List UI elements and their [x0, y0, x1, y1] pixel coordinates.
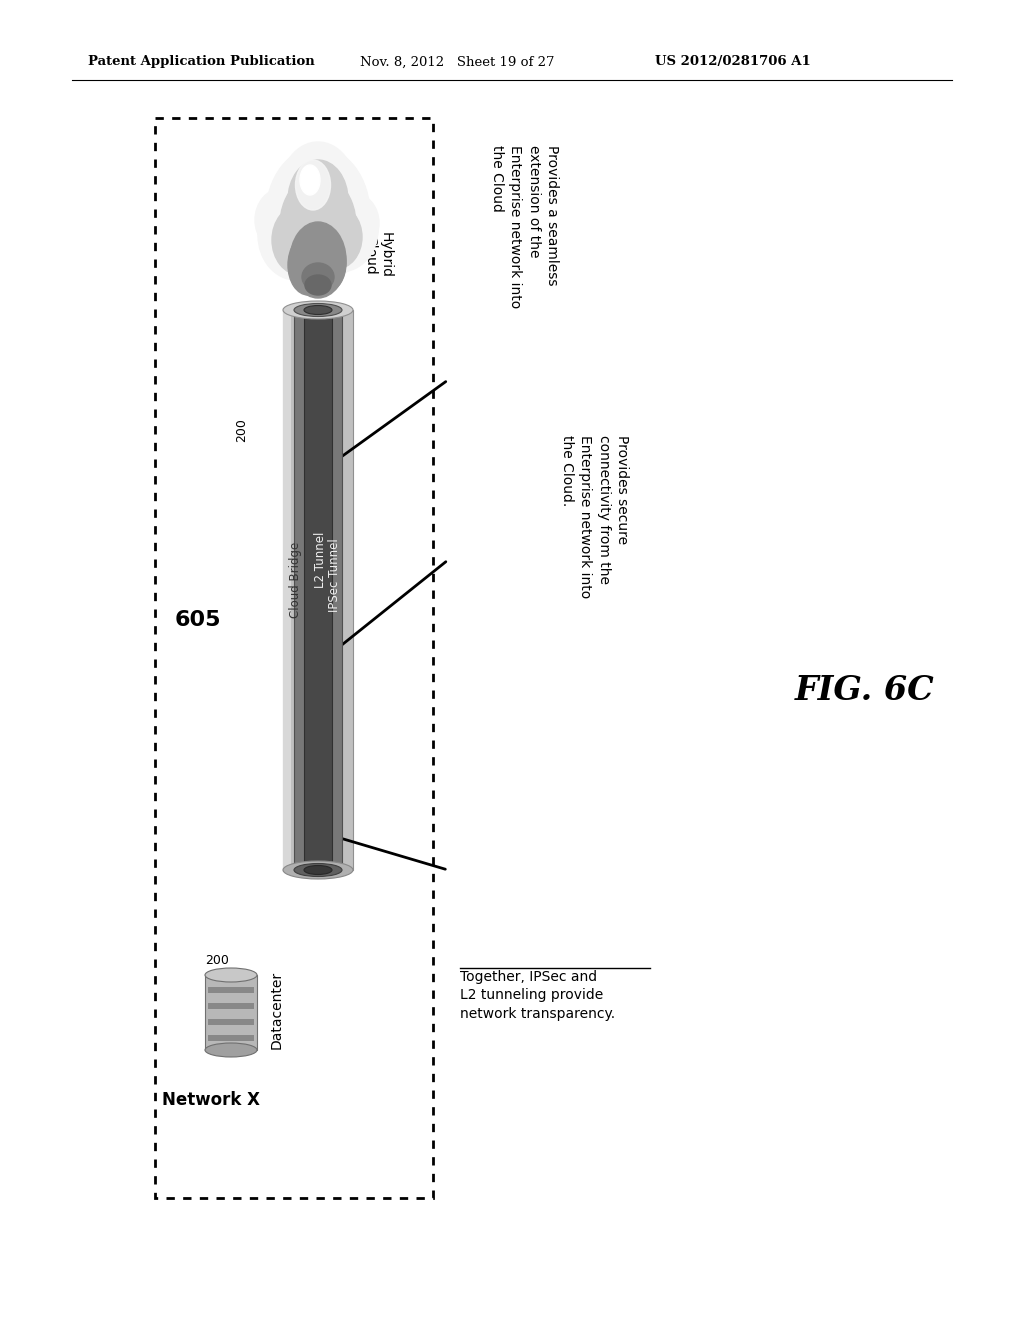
Text: Patent Application Publication: Patent Application Publication — [88, 55, 314, 69]
Text: FIG. 6C: FIG. 6C — [795, 673, 935, 706]
Ellipse shape — [300, 165, 319, 195]
Bar — [283, 310, 353, 870]
Bar — [155, 117, 433, 1199]
Bar — [208, 1035, 254, 1041]
Text: 605: 605 — [175, 610, 221, 630]
Ellipse shape — [290, 222, 346, 298]
Bar — [205, 975, 257, 1049]
Text: Provides secure
connectivity from the
Enterprise network into
the Cloud.: Provides secure connectivity from the En… — [560, 436, 629, 598]
Ellipse shape — [310, 205, 362, 269]
Ellipse shape — [280, 176, 356, 275]
Text: US 2012/0281706 A1: US 2012/0281706 A1 — [655, 55, 811, 69]
Ellipse shape — [258, 190, 334, 280]
Ellipse shape — [288, 160, 348, 240]
Ellipse shape — [294, 304, 342, 317]
Ellipse shape — [305, 275, 331, 294]
Ellipse shape — [310, 235, 346, 290]
Text: 200: 200 — [205, 953, 229, 966]
Bar — [208, 1019, 254, 1026]
Text: 200: 200 — [236, 418, 249, 442]
Ellipse shape — [296, 160, 331, 210]
Text: Hybrid
Cloud: Hybrid Cloud — [362, 232, 393, 279]
Text: Cloud Bridge: Cloud Bridge — [289, 543, 301, 618]
Ellipse shape — [283, 301, 353, 319]
Text: L2 Tunnel: L2 Tunnel — [313, 532, 327, 589]
Ellipse shape — [266, 147, 370, 282]
Ellipse shape — [280, 143, 356, 238]
Ellipse shape — [327, 193, 379, 253]
Bar — [283, 310, 291, 870]
Text: Network X: Network X — [162, 1092, 260, 1109]
Ellipse shape — [205, 1043, 257, 1057]
Text: Together, IPSec and
L2 tunneling provide
network transparency.: Together, IPSec and L2 tunneling provide… — [460, 970, 615, 1020]
Bar — [304, 310, 332, 870]
Ellipse shape — [304, 866, 332, 874]
Bar — [208, 1003, 254, 1008]
Ellipse shape — [302, 187, 378, 272]
Text: Datacenter: Datacenter — [270, 972, 284, 1049]
Bar — [208, 987, 254, 993]
Text: IPSec Tunnel: IPSec Tunnel — [328, 539, 341, 612]
Ellipse shape — [255, 187, 311, 252]
Text: Provides a seamless
extension of the
Enterprise network into
the Cloud: Provides a seamless extension of the Ent… — [490, 145, 559, 309]
Ellipse shape — [304, 305, 332, 314]
Ellipse shape — [283, 861, 353, 879]
Text: Nov. 8, 2012   Sheet 19 of 27: Nov. 8, 2012 Sheet 19 of 27 — [360, 55, 555, 69]
Ellipse shape — [302, 263, 334, 290]
Ellipse shape — [272, 205, 328, 275]
Ellipse shape — [205, 968, 257, 982]
Bar — [294, 310, 342, 870]
Ellipse shape — [288, 235, 328, 294]
Ellipse shape — [294, 863, 342, 876]
